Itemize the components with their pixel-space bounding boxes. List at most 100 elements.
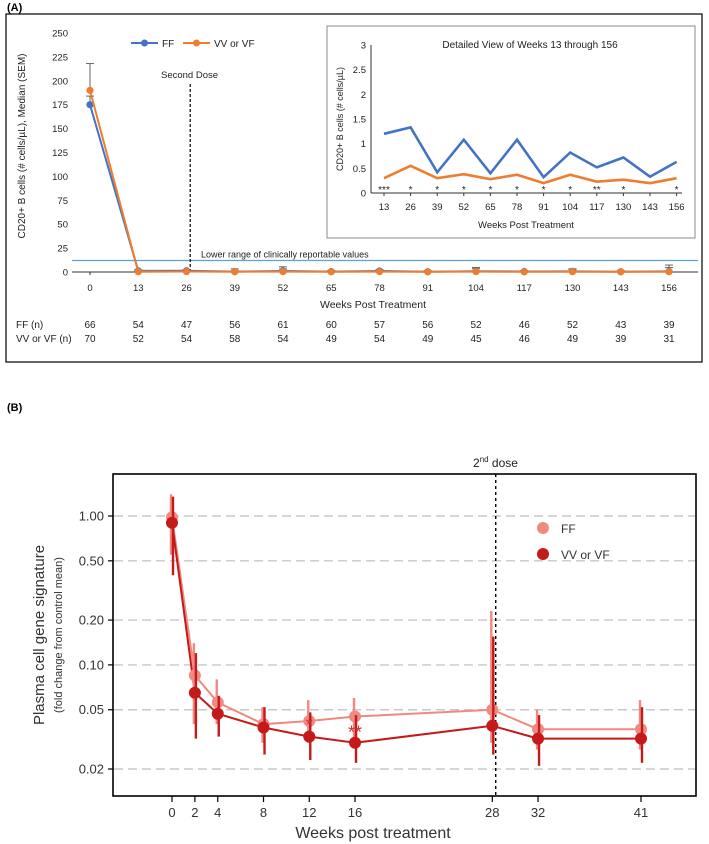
- panel-a-data-point: [424, 268, 432, 276]
- panel-b-x-tick-label: 16: [348, 805, 362, 820]
- n-table-cell: 61: [277, 320, 289, 331]
- legend-ff-label: FF: [162, 39, 174, 50]
- panel-a-data-point: [617, 268, 625, 276]
- n-table-cell: 52: [567, 320, 579, 331]
- panel-b-x-tick-label: 8: [260, 805, 267, 820]
- inset-significance-marker: *: [462, 185, 466, 196]
- panel-a-data-point: [327, 268, 335, 276]
- panel-a-data-point: [231, 268, 239, 276]
- panel-a-x-tick-label: 143: [613, 283, 629, 294]
- n-table-cell: 49: [326, 334, 338, 345]
- panel-a-y-tick-label: 0: [63, 268, 68, 279]
- panel-b-data-point: [486, 719, 499, 732]
- n-table-cell: 54: [374, 334, 386, 345]
- panel-b-y-tick-label: 0.02: [79, 762, 104, 777]
- panel-b-x-tick-label: 32: [531, 805, 545, 820]
- second-dose-label-b: 2nd dose: [473, 455, 518, 470]
- panel-b-y-tick-label: 0.20: [79, 613, 104, 628]
- inset-x-tick-label: 156: [669, 202, 685, 213]
- legend-b-vv-label: VV or VF: [561, 548, 610, 562]
- second-dose-label: Second Dose: [161, 70, 218, 81]
- panel-a-data-point: [182, 267, 191, 276]
- panel-b-significance: * **: [306, 715, 362, 743]
- inset-significance-marker: *: [409, 185, 413, 196]
- n-table-cell: 60: [326, 320, 338, 331]
- panel-a-data-point: [134, 268, 142, 276]
- inset-x-tick-label: 39: [432, 202, 443, 213]
- inset-x-ticks: 13 26 39 52 65 78 91 104 117 130 143 156: [379, 193, 685, 213]
- panel-b-x-tick-label: 12: [302, 805, 316, 820]
- panel-b-y-tick-label: 1.00: [79, 509, 104, 524]
- panel-a-x-tick-label: 156: [661, 283, 677, 294]
- panel-b-plot-frame: [112, 473, 697, 797]
- panel-b-data-point: [635, 732, 647, 745]
- inset-significance-marker: *: [568, 185, 572, 196]
- panel-a-y-ticks: 0 25 50 75 100 125 150 175 200 225 250: [52, 29, 68, 279]
- inset-y-ticks: 0 0.5 1 1.5 2 2.5 3: [353, 41, 366, 200]
- inset-significance-marker: *: [542, 185, 546, 196]
- n-table-cell: 54: [181, 334, 193, 345]
- panel-b-x-tick-label: 41: [634, 805, 648, 820]
- inset-significance-marker: **: [593, 185, 601, 196]
- panel-a-x-tick-label: 104: [468, 283, 484, 294]
- panel-b-data-point: [166, 516, 178, 529]
- legend-b-ff-label: FF: [561, 522, 576, 536]
- inset-x-tick-label: 143: [642, 202, 658, 213]
- panel-a-x-tick-label: 78: [374, 283, 385, 294]
- second-dose-word: dose: [489, 456, 519, 470]
- inset-significance-marker: ***: [378, 185, 390, 196]
- panel-b-data-point: [211, 707, 224, 720]
- n-table-cell: 57: [374, 320, 386, 331]
- n-table-cell: 54: [277, 334, 289, 345]
- panel-a-y-tick-label: 250: [52, 29, 68, 40]
- panel-a-xlabel: Weeks Post Treatment: [320, 299, 426, 311]
- inset-y-tick-label: 1: [361, 139, 366, 150]
- panel-b-data-point: [303, 730, 316, 743]
- panel-a-x-ticks: 0 13 26 39 52 65 78 91 104 117 130 143 156: [87, 272, 677, 294]
- panel-a-x-tick-label: 91: [422, 283, 433, 294]
- panel-b-data-point: [349, 736, 362, 749]
- inset-significance-marker: *: [515, 185, 519, 196]
- inset-y-tick-label: 3: [361, 41, 366, 52]
- legend-b-vv-marker: [537, 548, 549, 560]
- second-dose-superscript: nd: [480, 455, 489, 464]
- panel-a-legend: FF VV or VF: [131, 39, 255, 50]
- n-table-cell: 49: [567, 334, 579, 345]
- panel-b-data-point: [532, 732, 545, 745]
- n-table-cell: 39: [615, 334, 627, 345]
- n-table-cell: 31: [663, 334, 675, 345]
- n-table-cell: 46: [519, 320, 531, 331]
- panel-a-y-tick-label: 50: [57, 220, 68, 231]
- panel-a-series: [86, 63, 673, 276]
- panel-a-data-point: [568, 268, 577, 276]
- inset-significance-marker: *: [488, 185, 492, 196]
- panel-a-y-tick-label: 175: [52, 100, 68, 111]
- n-table-cell: 54: [133, 320, 145, 331]
- panel-a-data-point: [86, 86, 94, 94]
- n-table-cell: 49: [422, 334, 434, 345]
- panel-b-significance-marker: *: [306, 715, 313, 735]
- panel-b-y-ticks: 1.00 0.50 0.20 0.10 0.05 0.02: [79, 509, 113, 777]
- panel-b-ylabel-sub: (fold change from control mean): [53, 557, 65, 713]
- panel-b-x-tick-label: 4: [214, 805, 221, 820]
- inset-series-line: [383, 125, 678, 180]
- n-table-cell: 56: [422, 320, 434, 331]
- reference-line-label: Lower range of clinically reportable val…: [201, 250, 369, 260]
- legend-b-ff-marker: [537, 522, 549, 534]
- inset-y-tick-label: 2: [361, 90, 366, 101]
- panel-b-grid: [114, 515, 695, 770]
- inset-ylabel: CD20+ B cells (# cells/µL): [335, 67, 345, 171]
- panel-b-data-point: [257, 721, 270, 734]
- panel-a-y-tick-label: 225: [52, 52, 68, 63]
- panel-b-xlabel: Weeks post treatment: [295, 825, 451, 842]
- panel-a-data-point: [375, 268, 384, 276]
- panel-a-x-tick-label: 0: [87, 283, 92, 294]
- inset-x-tick-label: 130: [615, 202, 631, 213]
- inset-y-tick-label: 0.5: [353, 164, 366, 175]
- inset-x-tick-label: 13: [379, 202, 390, 213]
- panel-a-y-tick-label: 25: [57, 244, 68, 255]
- n-table-cell: 70: [84, 334, 96, 345]
- inset-series: [383, 125, 678, 185]
- panel-a-frame: [5, 13, 703, 363]
